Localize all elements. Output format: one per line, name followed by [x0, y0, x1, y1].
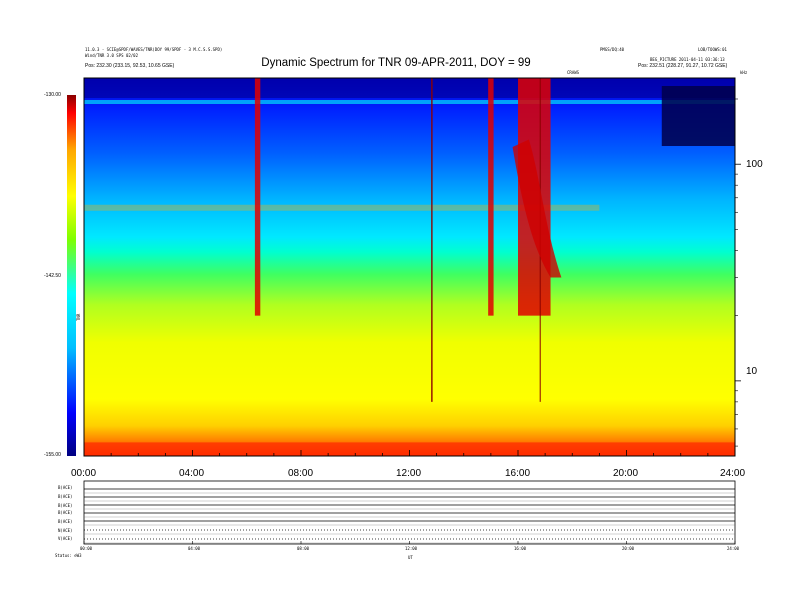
y-tick-label-100: 100: [746, 159, 763, 170]
aux-label-3: B(ACE): [58, 510, 73, 515]
x-tick-label-2: 08:00: [288, 468, 314, 479]
header-info-line-2: Wind/TNR 3.0 SPS 02/02: [85, 53, 138, 58]
aux-label-4: B(ACE): [58, 519, 73, 524]
x-tick-label-1: 04:00: [179, 468, 205, 479]
header-right-line-2: BEG_PICTURE 2011-04-11 03:36:13: [650, 57, 725, 62]
colorbar: [67, 95, 76, 456]
colorbar-tick-label-1: -142.50: [44, 273, 61, 279]
header-info-line-1: 11.0.3 - SCIE@SPDF/WAVES/TNR(DOY 99/SPDF…: [85, 47, 223, 52]
x-tick-label-5: 20:00: [613, 468, 639, 479]
burst-drift-emission: [512, 139, 562, 278]
burst-2: [488, 78, 494, 316]
spectrogram-features: [84, 78, 735, 456]
aux-x-tick-1: 04:00: [188, 546, 201, 551]
chart-title: Dynamic Spectrum for TNR 09-APR-2011, DO…: [261, 57, 531, 69]
footer-status: Status: eW3: [55, 553, 82, 558]
aux-label-2: B(ACE): [58, 503, 73, 508]
aux-x-tick-3: 12:00: [405, 546, 418, 551]
frequency-unit-label: kHz: [740, 70, 748, 75]
spectrum-band-orange: [84, 204, 600, 211]
aux-x-tick-0: 00:00: [80, 546, 93, 551]
aux-panel-frame: [83, 480, 736, 545]
header-right-line-1a: PMGS/DQ:40: [600, 47, 625, 52]
x-tick-label-4: 16:00: [505, 468, 531, 479]
colorbar-tick-label-2: -155.00: [44, 452, 61, 458]
aux-x-tick-2: 08:00: [297, 546, 310, 551]
header-info-line-3: Pos: 232.30 (233.15, 92.53, 10.65 GSE): [85, 63, 175, 69]
spectrum-floor-band: [84, 442, 735, 456]
marker-label: CRAWS: [567, 70, 580, 75]
x-tick-label-6: 24:00: [720, 468, 746, 479]
x-tick-label-0: 00:00: [71, 468, 97, 479]
colorbar-tick-label-0: -130.00: [44, 92, 61, 98]
aux-label-0: B(ACE): [58, 485, 73, 490]
footer-ut-label: UT: [408, 555, 413, 560]
aux-label-1: B(ACE): [58, 494, 73, 499]
header-right-line-1b: LOB/TOOWS:01: [698, 47, 727, 52]
y-tick-label-10: 10: [746, 366, 758, 377]
burst-0: [254, 78, 261, 316]
aux-x-tick-4: 16:00: [514, 546, 527, 551]
aux-x-tick-6: 24:00: [727, 546, 740, 551]
spectrum-quiet-region: [661, 86, 735, 146]
aux-x-tick-5: 20:00: [622, 546, 635, 551]
x-tick-label-3: 12:00: [396, 468, 422, 479]
header-right-line-3: Pos: 232.51 (228.27, 91.27, 10.72 GSE): [638, 63, 728, 69]
spectrogram-background: [84, 78, 735, 456]
burst-line-1: [431, 78, 433, 402]
aux-traces: [83, 488, 736, 544]
aux-label-6: V(ACE): [58, 536, 73, 541]
axis-ticks: [83, 98, 741, 456]
spectrum-band-top: [84, 78, 735, 98]
spectrum-band-cyan: [84, 100, 735, 104]
aux-label-5: N(ACE): [58, 528, 73, 533]
